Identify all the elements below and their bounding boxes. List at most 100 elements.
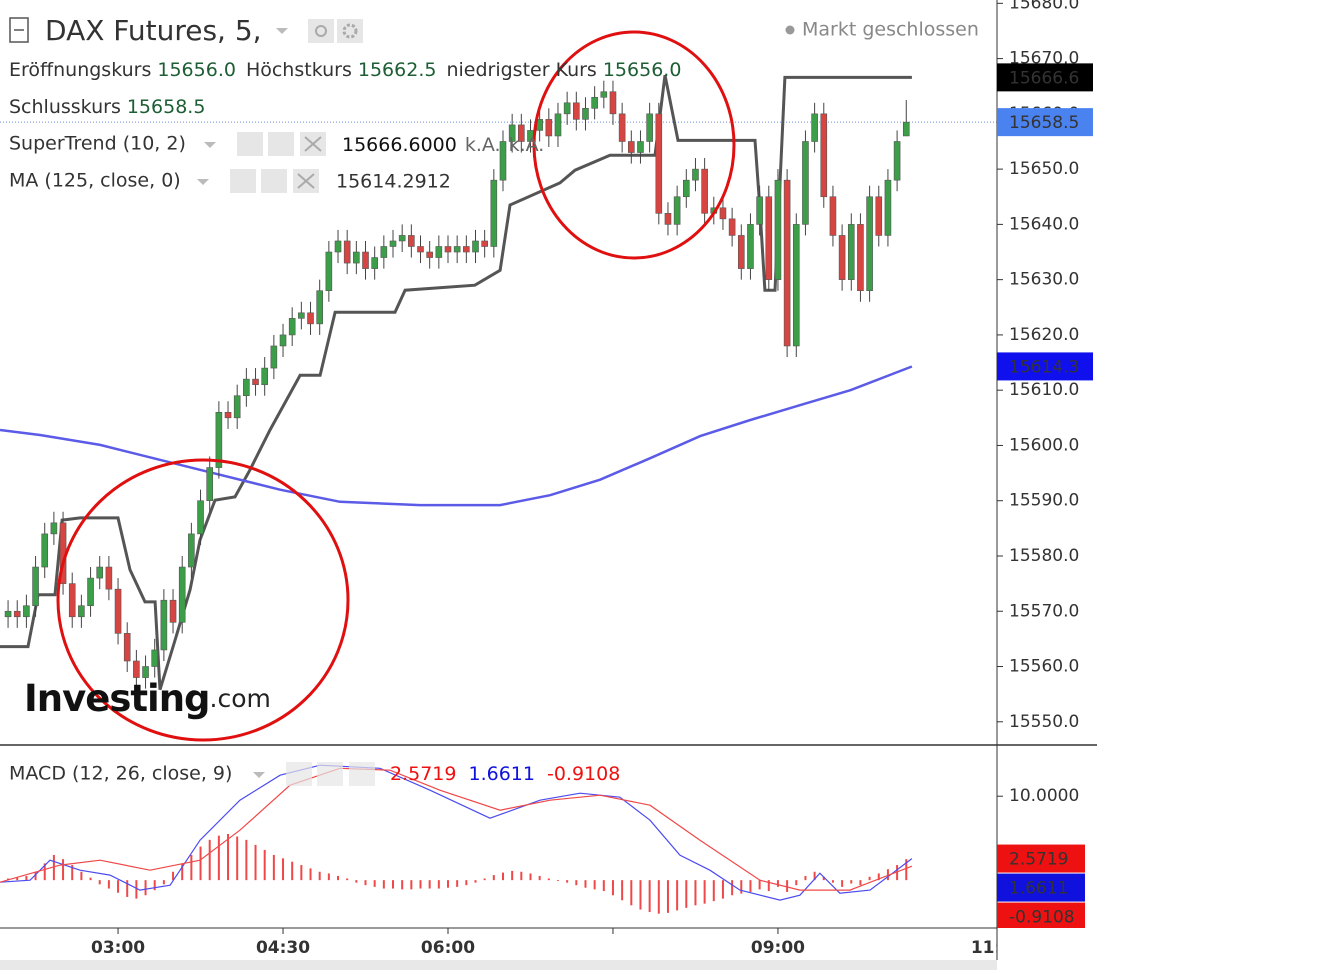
instrument-title: DAX Futures, 5, [45,14,262,47]
candle-body [518,124,525,142]
candle-body [288,318,296,336]
watermark: Investing.com [24,677,271,720]
y-tick-label: 15630.0 [1009,270,1079,290]
y-tick-label: 15610.0 [1009,380,1079,400]
dropdown-arrow[interactable] [276,28,288,34]
y-tick-label: 15550.0 [1009,712,1079,732]
candle-body [545,119,553,137]
candle-body [838,235,846,280]
candle-body [499,141,507,181]
readout-value: -0.9108 [547,763,620,785]
time-axis: 03:00 04:30 06:00 09:00 11:00 [91,928,1025,958]
candle-body [371,257,378,269]
eye-icon[interactable] [230,169,256,193]
candle-body [774,179,782,280]
candle-body [582,108,589,120]
dropdown-arrow[interactable] [204,142,216,148]
candle-body [600,91,608,98]
eye-icon[interactable] [308,19,334,43]
candle-body [325,251,333,292]
candle-body [884,179,892,236]
ohlc-value: 15656.0 [157,59,236,81]
candle-body [13,610,21,618]
dropdown-arrow[interactable] [197,179,209,185]
candle-body [563,102,571,115]
candle-body [224,411,232,419]
settings-icon[interactable] [268,132,294,156]
candle-body [408,235,415,247]
candle-body [380,246,388,258]
x-tick-label: 11:00 [971,938,1025,958]
indicator-icons [286,762,375,786]
watermark-suffix: .com [210,684,271,713]
x-tick-label: 04:30 [256,938,310,958]
ohlc-name: Eröffnungskurs [9,59,151,81]
indicator-readout: 15614.2912 [336,171,451,193]
candle-body [444,246,452,253]
macd-readout: 2.5719 1.6611 -0.9108 [390,763,620,785]
candle-body [857,224,864,292]
candle-body [637,141,644,153]
candle-body [133,660,140,678]
candle-body [23,605,30,618]
candle-body [628,141,635,153]
candle-body [389,240,397,247]
eye-icon[interactable] [286,762,312,786]
readout-value: 1.6611 [468,763,534,785]
ohlc-value: 15658.5 [127,96,206,118]
candle-body [609,91,617,115]
settings-icon[interactable] [317,762,343,786]
market-status: Markt geschlossen [802,19,979,41]
candle-body [472,240,479,253]
close-icon[interactable] [349,762,375,786]
candle-body [41,533,49,568]
y-tick-label: 15560.0 [1009,657,1079,677]
macd-tag-label: -0.9108 [1009,908,1075,928]
candle-body [747,224,754,269]
candle-body [463,246,470,253]
candle-body [490,179,498,247]
candle-body [105,566,113,590]
eye-icon[interactable] [237,132,263,156]
candle-body [893,141,901,181]
indicator-line [0,74,912,691]
settings-icon[interactable] [261,169,287,193]
candle-body [279,334,287,347]
collapse-icon[interactable] [9,17,29,43]
settings-icon[interactable] [337,19,363,43]
candle-body [765,196,773,280]
candle-body [453,246,461,253]
ohlc-legend: Eröffnungskurs 15656.0 Höchstkurs 15662.5 ni… [9,59,681,81]
dropdown-arrow[interactable] [253,772,265,778]
y-tick-label: 15640.0 [1009,214,1079,234]
candle-body [756,196,763,225]
ohlc-name: Höchstkurs [246,59,352,81]
candle-body [178,566,186,623]
candle-body [646,113,653,142]
price-tag [997,352,1093,381]
candle-body [362,251,369,269]
candle-body [398,235,406,242]
x-tick-label: 09:00 [751,938,805,958]
macd-pane [0,764,913,914]
indicator-icons [230,169,319,193]
x-tick-label: 06:00 [421,938,475,958]
candle-body [829,196,837,236]
candle-body [50,522,58,535]
candle-body [114,588,122,634]
readout-value: k.A. [465,134,501,156]
close-icon-glyph [304,136,322,152]
y-tick-label: 15680.0 [1009,0,1079,13]
candle-body [847,224,855,280]
ohlc-value: 15662.5 [358,59,437,81]
candle-body [343,240,351,264]
candle-body [160,599,168,651]
candle-body [875,196,883,236]
candle-body [792,224,800,347]
scroll-strip [0,960,997,970]
candle-body [783,179,791,347]
candle-body [252,378,259,385]
price-tag [997,108,1093,137]
y-tick-label: 15600.0 [1009,435,1079,455]
candle-body [32,566,39,607]
